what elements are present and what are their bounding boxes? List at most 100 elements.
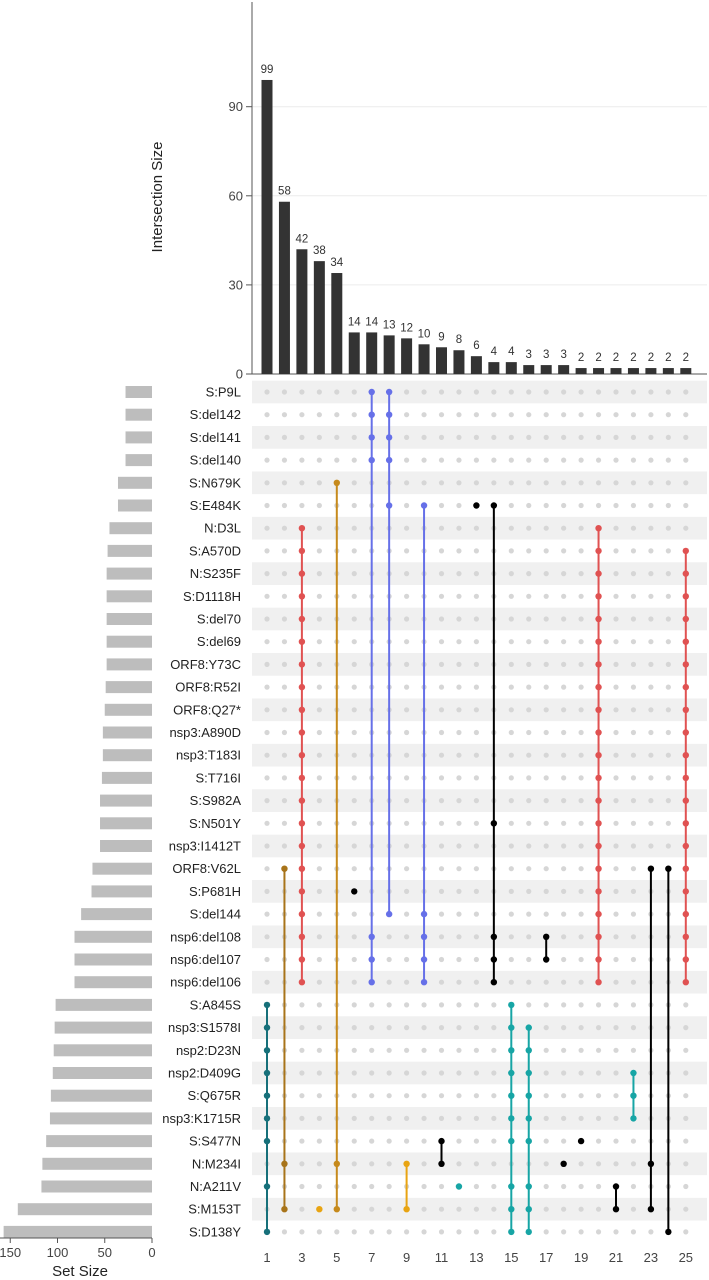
matrix-empty-dot [456, 1025, 462, 1031]
matrix-empty-dot [613, 798, 619, 804]
matrix-empty-dot [473, 661, 479, 668]
matrix-empty-dot [561, 502, 567, 509]
matrix-filled-dot [263, 1115, 271, 1122]
matrix-empty-dot [316, 1229, 322, 1235]
matrix-filled-dot [595, 661, 602, 668]
set-size-bar [102, 726, 152, 739]
set-size-bar [41, 1180, 153, 1193]
matrix-filled-dot [682, 820, 689, 827]
matrix-empty-dot [386, 1002, 392, 1008]
matrix-filled-dot [682, 752, 689, 759]
matrix-empty-dot [491, 1138, 497, 1144]
matrix-empty-dot [595, 1002, 602, 1008]
matrix-empty-dot [473, 548, 479, 554]
matrix-empty-dot [683, 1047, 689, 1053]
matrix-empty-dot [281, 729, 288, 736]
matrix-filled-dot [682, 888, 689, 895]
matrix-filled-dot [281, 1206, 288, 1213]
matrix-row-band [252, 1107, 707, 1130]
matrix-empty-dot [404, 1025, 410, 1031]
matrix-row-band [252, 925, 707, 949]
set-label: S:del142 [190, 407, 241, 422]
matrix-empty-dot [578, 866, 584, 872]
matrix-filled-dot [525, 1228, 532, 1236]
matrix-filled-dot [682, 706, 689, 713]
intersection-bar [261, 79, 273, 374]
matrix-empty-dot [578, 775, 584, 781]
matrix-empty-dot [456, 684, 462, 690]
matrix-empty-dot [578, 911, 584, 917]
matrix-empty-dot [508, 502, 514, 509]
set-size-bar [74, 976, 152, 989]
matrix-empty-dot [456, 1093, 462, 1099]
matrix-empty-dot [543, 1183, 549, 1190]
matrix-filled-dot [420, 933, 428, 940]
matrix-empty-dot [316, 1161, 322, 1167]
matrix-empty-dot [526, 502, 532, 509]
matrix-empty-dot [613, 1025, 619, 1031]
matrix-empty-dot [351, 1229, 357, 1235]
matrix-empty-dot [334, 434, 340, 440]
matrix-empty-dot [665, 639, 671, 645]
matrix-empty-dot [508, 866, 514, 872]
matrix-filled-dot [525, 1115, 532, 1122]
matrix-empty-dot [648, 639, 654, 645]
matrix-empty-dot [543, 752, 549, 758]
matrix-empty-dot [630, 548, 637, 554]
set-size-bar [53, 1044, 152, 1057]
matrix-empty-dot [351, 412, 357, 418]
y-tick-label: 30 [229, 277, 243, 292]
matrix-empty-dot [543, 571, 549, 577]
x-tick-label: 17 [539, 1250, 553, 1265]
matrix-empty-dot [543, 911, 549, 917]
matrix-empty-dot [578, 1025, 584, 1031]
matrix-empty-dot [561, 684, 567, 690]
set-size-axis: 150 100 50 0 [0, 1237, 156, 1260]
x-tick-label: 3 [298, 1250, 305, 1265]
intersection-value-label: 3 [543, 349, 549, 361]
matrix-empty-dot [665, 616, 671, 622]
set-label: S:T716I [195, 770, 241, 785]
matrix-empty-dot [264, 956, 270, 963]
matrix-empty-dot [665, 661, 671, 668]
matrix-empty-dot [299, 1002, 305, 1008]
matrix-empty-dot [386, 1093, 392, 1099]
matrix-empty-dot [281, 525, 288, 531]
matrix-empty-dot [543, 707, 549, 713]
matrix-empty-dot [630, 956, 637, 963]
matrix-empty-dot [438, 434, 445, 440]
matrix-empty-dot [404, 593, 410, 599]
matrix-empty-dot [630, 866, 637, 872]
intersection-bar [401, 338, 413, 374]
matrix-empty-dot [630, 888, 637, 895]
matrix-empty-dot [613, 1161, 619, 1167]
matrix-empty-dot [543, 389, 549, 395]
set-label: S:S477N [189, 1134, 241, 1149]
matrix-empty-dot [456, 1229, 462, 1235]
matrix-empty-dot [543, 480, 549, 486]
set-size-bar [52, 1067, 152, 1079]
matrix-empty-dot [630, 593, 637, 599]
matrix-empty-dot [491, 389, 497, 395]
matrix-empty-dot [595, 1093, 602, 1099]
matrix-row-band [252, 880, 707, 903]
matrix-empty-dot [473, 843, 479, 849]
matrix-empty-dot [473, 1138, 479, 1144]
set-size-bar [104, 703, 152, 716]
matrix-empty-dot [473, 457, 479, 463]
set-label: nsp3:T183I [176, 748, 241, 763]
matrix-empty-dot [683, 389, 689, 395]
matrix-empty-dot [561, 593, 567, 599]
set-size-bar [106, 613, 152, 625]
matrix-empty-dot [438, 571, 445, 577]
matrix-filled-dot [508, 1001, 515, 1009]
matrix-empty-dot [578, 1093, 584, 1099]
matrix-empty-dot [473, 911, 479, 917]
set-label: ORF8:Y73C [170, 657, 241, 672]
matrix-empty-dot [526, 707, 532, 713]
matrix-empty-dot [438, 1093, 445, 1099]
matrix-filled-dot [595, 547, 602, 555]
matrix-empty-dot [508, 457, 514, 463]
matrix-empty-dot [421, 412, 427, 418]
matrix-empty-dot [473, 707, 479, 713]
